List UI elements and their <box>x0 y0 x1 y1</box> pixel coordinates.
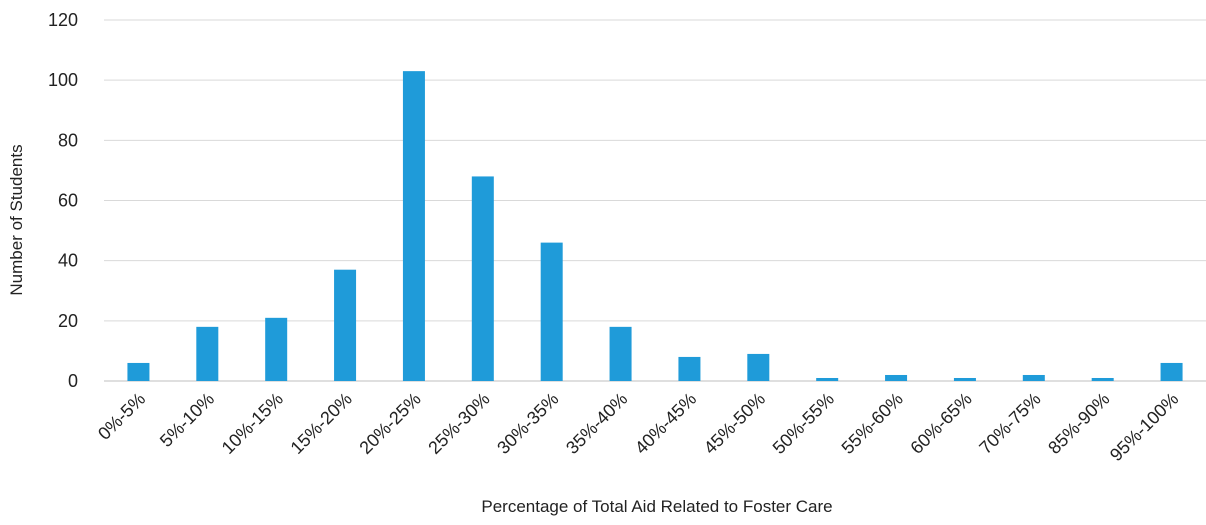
x-tick-label: 30%-35% <box>493 389 562 458</box>
x-tick-label: 25%-30% <box>424 389 493 458</box>
x-tick-label: 60%-65% <box>906 389 975 458</box>
y-axis-title: Number of Students <box>7 144 26 295</box>
x-tick-label: 50%-55% <box>769 389 838 458</box>
x-tick-label: 10%-15% <box>218 389 287 458</box>
x-tick-label: 15%-20% <box>287 389 356 458</box>
y-tick-label: 20 <box>58 311 78 331</box>
bar-45pct-50pct <box>747 353 770 381</box>
x-axis-ticks: 0%-5% 5%-10% 10%-15% 15%-20% 20%-25% 25%-30% 3… <box>94 389 1182 465</box>
bar-60pct-65pct <box>953 377 976 381</box>
x-tick-label: 40%-45% <box>631 389 700 458</box>
bar-20pct-25pct <box>402 71 425 382</box>
bar-85pct-90pct <box>1091 377 1114 381</box>
x-tick-label: 20%-25% <box>355 389 424 458</box>
x-tick-label: 0%-5% <box>94 389 149 444</box>
bar-35pct-40pct <box>609 326 632 381</box>
y-tick-label: 80 <box>58 130 78 150</box>
bar-50pct-55pct <box>816 377 839 381</box>
bar-15pct-20pct <box>334 269 357 381</box>
gridlines <box>104 19 1206 382</box>
bar-30pct-35pct <box>540 242 563 381</box>
bar-10pct-15pct <box>265 317 288 381</box>
bar-5pct-10pct <box>196 326 219 381</box>
y-tick-label: 100 <box>48 70 78 90</box>
x-tick-label: 85%-90% <box>1044 389 1113 458</box>
bars <box>127 71 1183 382</box>
bar-55pct-60pct <box>885 374 908 381</box>
x-tick-label: 35%-40% <box>562 389 631 458</box>
bar-95pct-100pct <box>1160 362 1183 381</box>
x-axis-title: Percentage of Total Aid Related to Foste… <box>481 497 832 516</box>
bar-40pct-45pct <box>678 356 701 381</box>
x-tick-label: 70%-75% <box>975 389 1044 458</box>
x-tick-label: 55%-60% <box>838 389 907 458</box>
y-tick-label: 0 <box>68 371 78 391</box>
x-tick-label: 95%-100% <box>1106 389 1182 465</box>
bar-70pct-75pct <box>1022 374 1045 381</box>
y-tick-label: 60 <box>58 191 78 211</box>
y-tick-label: 40 <box>58 251 78 271</box>
bar-25pct-30pct <box>471 176 494 381</box>
y-tick-label: 120 <box>48 10 78 30</box>
bar-0pct-5pct <box>127 362 150 381</box>
y-axis-ticks: 0 20 40 60 80 100 120 <box>48 10 78 391</box>
x-tick-label: 5%-10% <box>156 389 218 451</box>
x-tick-label: 45%-50% <box>700 389 769 458</box>
